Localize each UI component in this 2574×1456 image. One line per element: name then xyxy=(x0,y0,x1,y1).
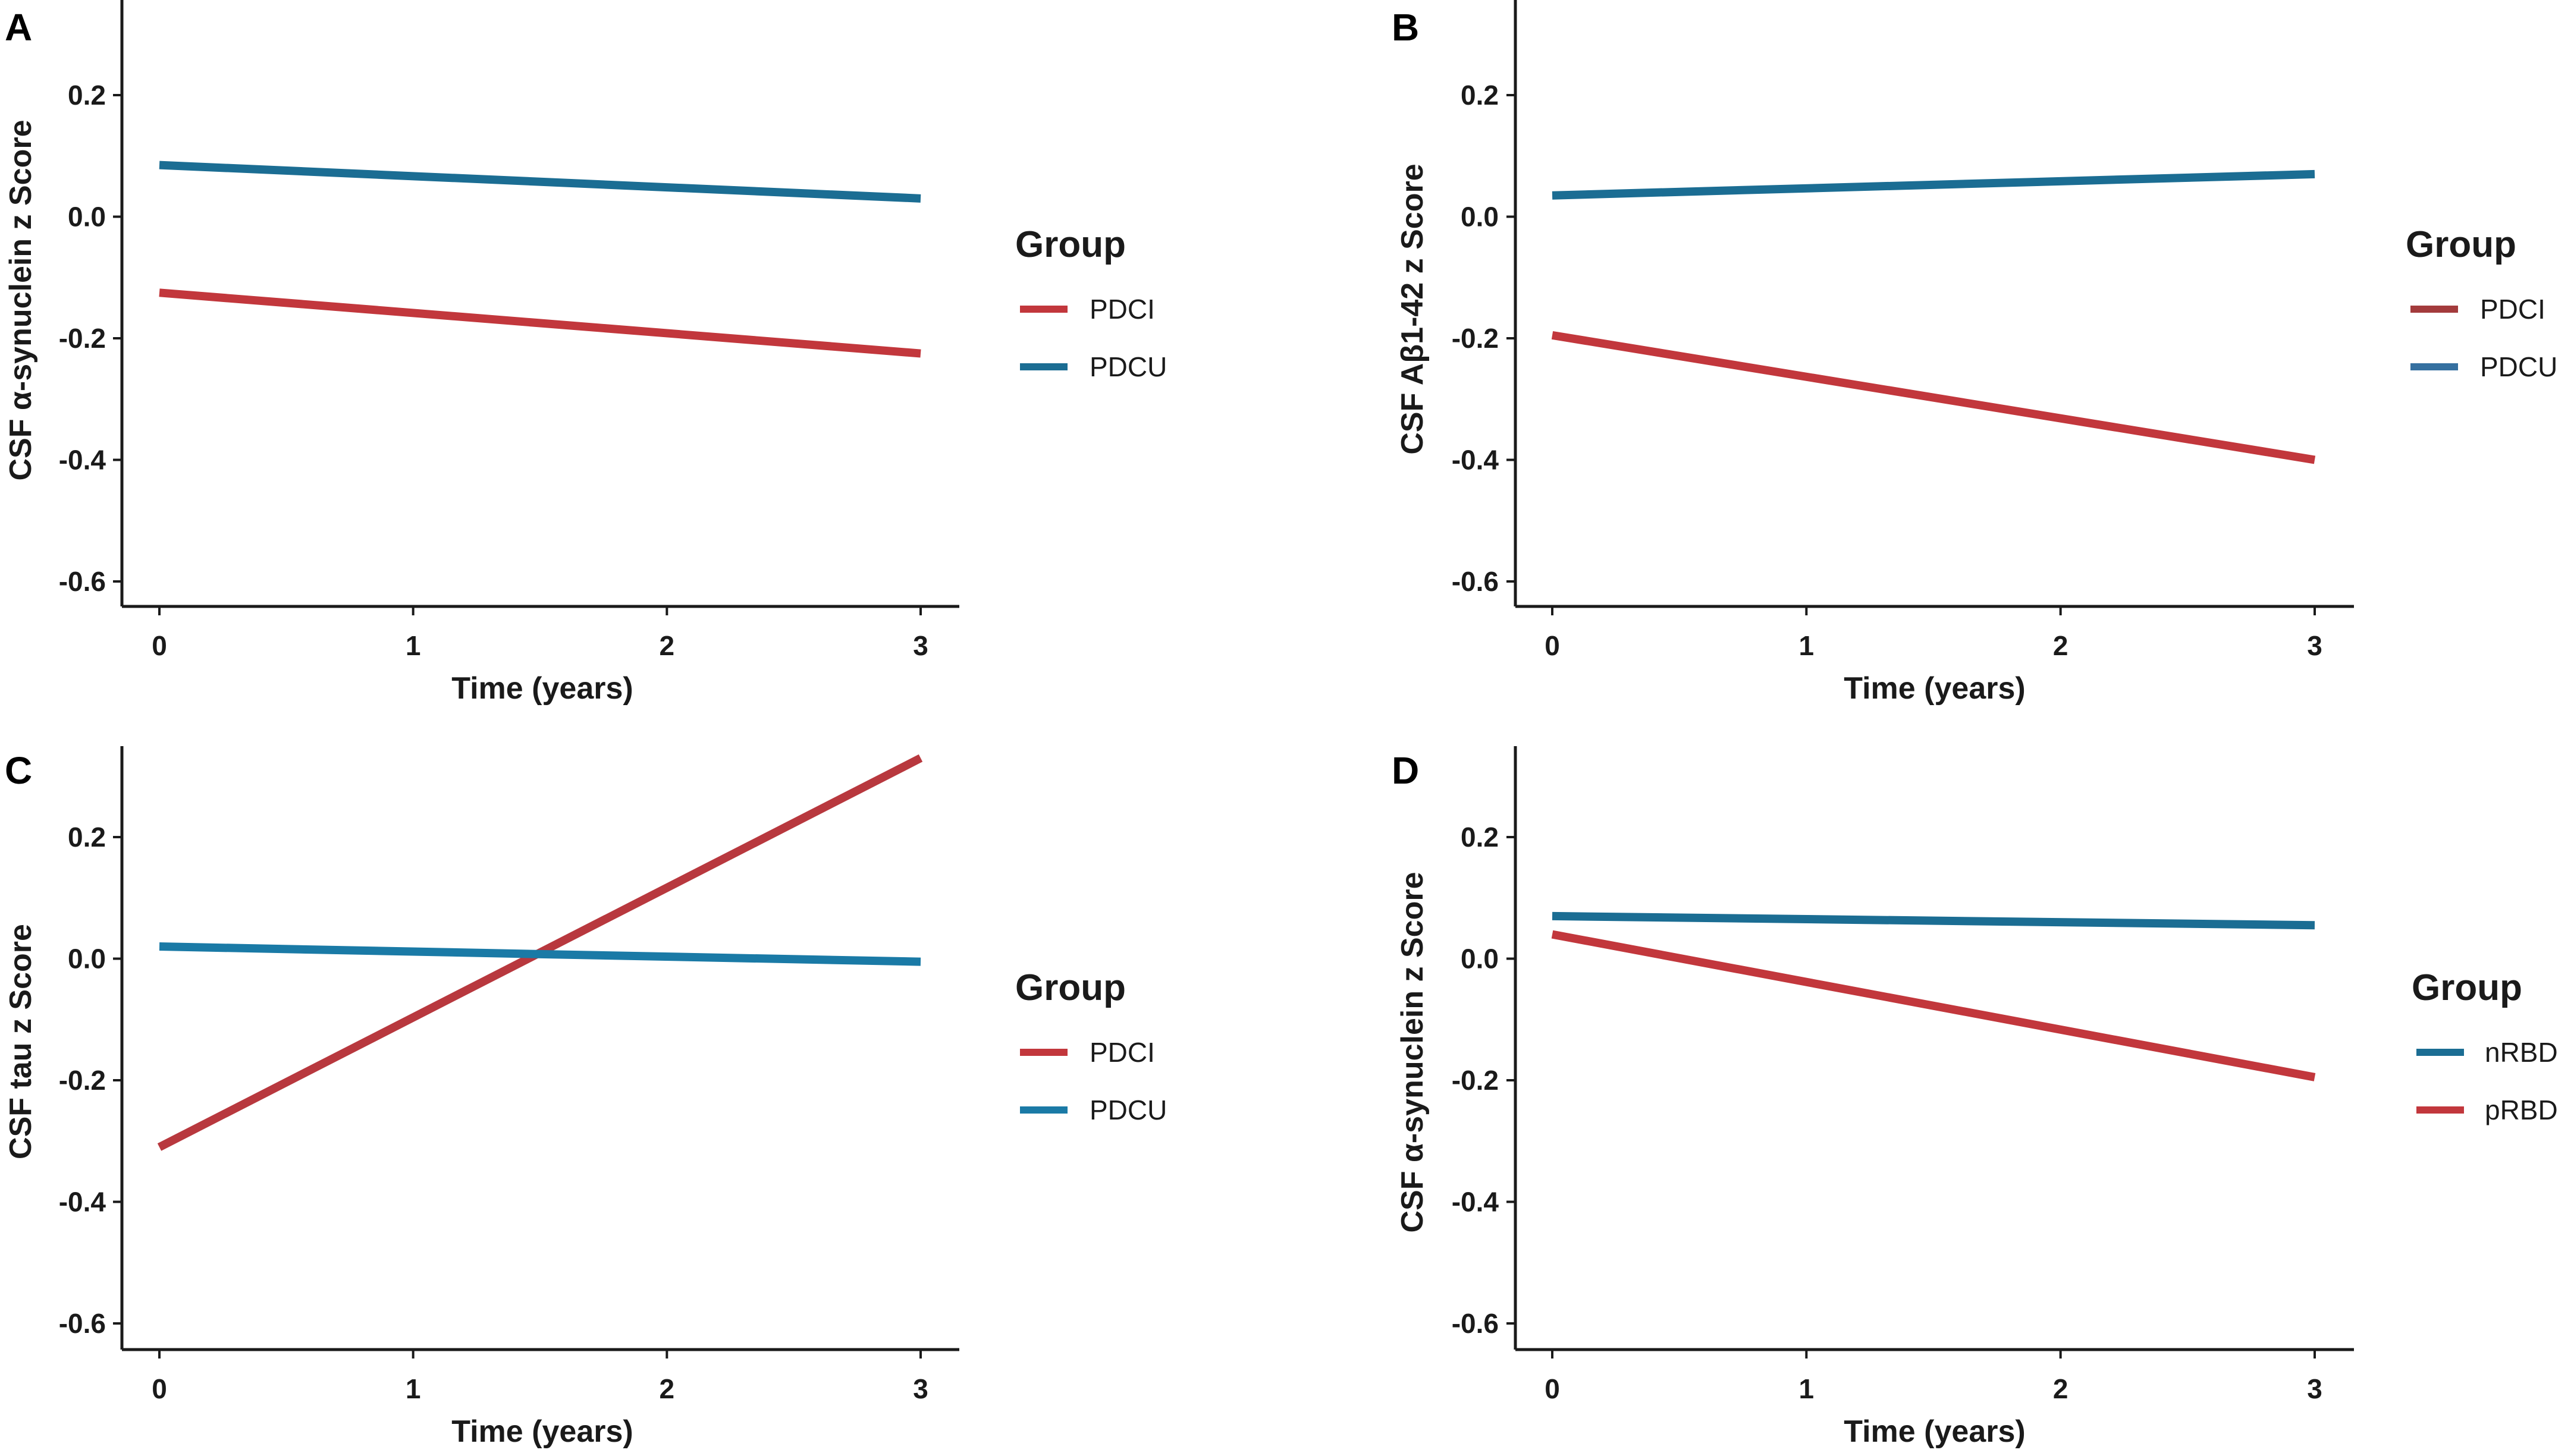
panel-d-y-axis-title: CSF α-synuclein z Score xyxy=(1395,872,1430,1232)
panel-d-legend-label: pRBD xyxy=(2485,1095,2558,1125)
panel-c-x-tick-label: 2 xyxy=(660,1373,675,1404)
panel-c-y-tick-label: -0.6 xyxy=(59,1308,106,1339)
panel-b-y-tick-label: -0.2 xyxy=(1452,323,1499,354)
panel-a-x-tick-label: 3 xyxy=(913,630,928,661)
panel-d-y-tick-label: 0.0 xyxy=(1461,944,1499,974)
panel-b-letter: B xyxy=(1392,6,1419,49)
panel-c-y-axis-title: CSF tau z Score xyxy=(4,924,38,1159)
panel-b-x-tick-label: 1 xyxy=(1799,630,1815,661)
panel-b-y-axis-title: CSF Aβ1-42 z Score xyxy=(1395,163,1430,454)
panel-c-y-tick-label: -0.4 xyxy=(59,1187,106,1218)
panel-c-y-tick-label: 0.0 xyxy=(68,944,106,974)
panel-b-y-tick-label: 0.2 xyxy=(1461,80,1499,111)
panel-b-x-axis-title: Time (years) xyxy=(1844,671,2025,706)
panel-d-x-tick-label: 0 xyxy=(1545,1373,1560,1404)
panel-a-y-axis-title: CSF α-synuclein z Score xyxy=(4,120,38,480)
panel-c-legend-title: Group xyxy=(1015,967,1126,1008)
panel-c-x-tick-label: 0 xyxy=(152,1373,167,1404)
panel-b-y-tick-label: -0.4 xyxy=(1452,445,1499,476)
panel-c-x-axis-title: Time (years) xyxy=(451,1414,633,1449)
panel-a-legend-label: PDCU xyxy=(1090,351,1167,382)
panel-d-y-tick-label: -0.4 xyxy=(1452,1187,1499,1218)
panel-b-y-tick-label: -0.6 xyxy=(1452,566,1499,597)
panel-a-x-tick-label: 0 xyxy=(152,630,167,661)
panel-d-x-tick-label: 3 xyxy=(2307,1373,2322,1404)
panel-b-legend-label: PDCI xyxy=(2480,294,2545,325)
panel-a-y-tick-label: -0.6 xyxy=(59,566,106,597)
panel-d-legend-label: nRBD xyxy=(2485,1037,2558,1068)
panel-a: A CSF α-synuclein z Score Time (years) -… xyxy=(4,0,1167,706)
panel-d-y-tick-label: -0.2 xyxy=(1452,1065,1499,1096)
panel-a-series-line xyxy=(159,161,921,203)
panel-b-series-line xyxy=(1551,331,2316,464)
panel-c-y-tick-label: -0.2 xyxy=(59,1065,106,1096)
panel-c-x-tick-label: 1 xyxy=(406,1373,421,1404)
panel-b-legend-title: Group xyxy=(2406,224,2516,265)
panel-d-x-tick-label: 1 xyxy=(1799,1373,1815,1404)
panel-a-x-tick-label: 1 xyxy=(406,630,421,661)
panel-c-legend-label: PDCI xyxy=(1090,1037,1155,1068)
panel-a-x-tick-label: 2 xyxy=(660,630,675,661)
panel-c: C CSF tau z Score Time (years) -0.6 -0.4… xyxy=(4,746,1167,1449)
panel-d-y-tick-label: 0.2 xyxy=(1461,822,1499,853)
panel-b-x-tick-label: 2 xyxy=(2053,630,2068,661)
panel-a-y-tick-label: 0.0 xyxy=(68,202,106,232)
panel-d-x-axis-title: Time (years) xyxy=(1844,1414,2025,1449)
panel-a-y-tick-label: 0.2 xyxy=(68,80,106,111)
panel-d-series-line xyxy=(1551,930,2316,1081)
panel-b: B CSF Aβ1-42 z Score Time (years) -0.6 -… xyxy=(1392,0,2557,706)
panel-a-letter: A xyxy=(5,6,32,49)
panel-b-y-tick-label: 0.0 xyxy=(1461,202,1499,232)
panel-b-legend-label: PDCU xyxy=(2480,351,2557,382)
panel-d: D CSF α-synuclein z Score Time (years) -… xyxy=(1392,746,2558,1449)
panel-b-x-tick-label: 0 xyxy=(1545,630,1560,661)
panel-d-y-tick-label: -0.6 xyxy=(1452,1308,1499,1339)
panel-a-legend-title: Group xyxy=(1015,224,1126,265)
panel-d-letter: D xyxy=(1392,749,1419,792)
panel-b-x-tick-label: 3 xyxy=(2307,630,2322,661)
panel-c-x-tick-label: 3 xyxy=(913,1373,928,1404)
panel-b-series-line xyxy=(1552,169,2315,200)
panel-c-y-tick-label: 0.2 xyxy=(68,822,106,853)
panel-d-series-line xyxy=(1552,911,2315,930)
panel-c-legend-label: PDCU xyxy=(1090,1095,1167,1125)
panel-a-series-line xyxy=(159,288,921,358)
panel-a-x-axis-title: Time (years) xyxy=(451,671,633,706)
panel-d-legend-title: Group xyxy=(2412,967,2522,1008)
panel-a-legend-label: PDCI xyxy=(1090,294,1155,325)
panel-c-letter: C xyxy=(5,749,32,792)
panel-a-y-tick-label: -0.4 xyxy=(59,445,106,476)
panel-c-series-line xyxy=(159,942,921,966)
panel-a-y-tick-label: -0.2 xyxy=(59,323,106,354)
panel-d-x-tick-label: 2 xyxy=(2053,1373,2068,1404)
